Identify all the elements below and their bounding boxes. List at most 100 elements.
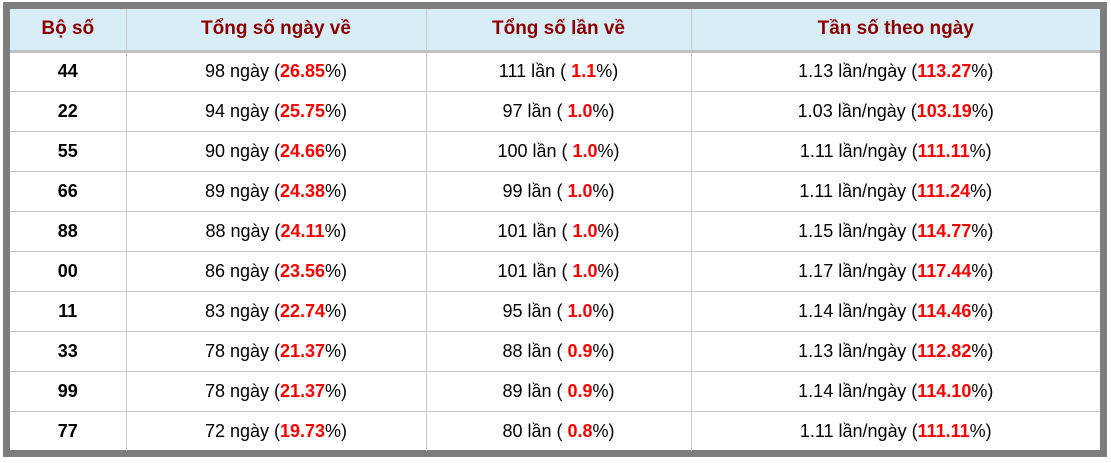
frequency-percent-value: 117.44: [917, 260, 972, 281]
pair-cell: 22: [10, 90, 127, 132]
total-times-cell: 89 lần ( 0.9%): [425, 370, 692, 412]
frequency-percent-value: 112.82: [917, 340, 972, 361]
total-times-cell: 111 lần ( 1.1%): [425, 50, 692, 92]
days-percent-value: 25.75: [280, 100, 326, 121]
frequency-percent-value: 114.77: [917, 220, 972, 241]
days-text: 98 ngày (: [204, 61, 280, 81]
frequency-percent-value: 113.27: [917, 61, 972, 81]
table-row: 55 90 ngày (24.66%) 100 lần ( 1.0%) 1.11…: [10, 130, 1100, 172]
total-times-cell: 101 lần ( 1.0%): [425, 210, 692, 252]
days-text: 78 ngày (: [204, 380, 280, 401]
frequency-suffix: %): [971, 380, 994, 401]
table-body: 44 98 ngày (26.85%) 111 lần ( 1.1%) 1.13…: [10, 50, 1100, 451]
table-row: 99 78 ngày (21.37%) 89 lần ( 0.9%) 1.14 …: [10, 370, 1100, 412]
days-suffix: %): [325, 420, 348, 441]
pair-cell: 44: [10, 50, 127, 92]
frequency-text: 1.03 lần/ngày (: [797, 100, 917, 121]
days-text: 86 ngày (: [204, 260, 280, 281]
total-times-cell: 99 lần ( 1.0%): [425, 170, 692, 212]
times-text: 95 lần (: [502, 300, 568, 321]
frequency-text: 1.13 lần/ngày (: [798, 340, 918, 361]
times-percent-value: 0.9: [567, 380, 593, 401]
pair-cell: 99: [10, 370, 127, 412]
times-text: 101 lần (: [497, 220, 573, 241]
days-percent-value: 19.73: [280, 420, 326, 441]
days-text: 88 ngày (: [205, 220, 281, 241]
days-suffix: %): [325, 340, 348, 361]
times-suffix: %): [597, 260, 620, 281]
times-suffix: %): [596, 61, 619, 81]
times-percent-value: 1.0: [567, 300, 593, 321]
frequency-percent-value: 111.24: [917, 180, 971, 201]
times-percent-value: 1.0: [567, 180, 593, 201]
lottery-pair-stats-table: Bộ số Tổng số ngày về Tổng số lần về Tần…: [10, 9, 1100, 451]
frequency-suffix: %): [969, 140, 992, 161]
frequency-text: 1.14 lần/ngày (: [798, 380, 918, 401]
times-text: 89 lần (: [502, 380, 568, 401]
total-times-cell: 101 lần ( 1.0%): [425, 250, 692, 292]
days-suffix: %): [325, 180, 348, 201]
days-text: 83 ngày (: [204, 300, 280, 321]
days-percent-value: 23.56: [280, 260, 326, 281]
total-days-cell: 78 ngày (21.37%): [125, 330, 427, 372]
total-times-cell: 95 lần ( 1.0%): [425, 290, 692, 332]
times-suffix: %): [592, 340, 615, 361]
table-row: 44 98 ngày (26.85%) 111 lần ( 1.1%) 1.13…: [10, 50, 1100, 92]
frequency-text: 1.14 lần/ngày (: [798, 300, 918, 321]
times-suffix: %): [592, 420, 615, 441]
frequency-suffix: %): [971, 260, 994, 281]
frequency-text: 1.17 lần/ngày (: [798, 260, 918, 281]
frequency-suffix: %): [971, 340, 994, 361]
frequency-cell: 1.11 lần/ngày (111.11%): [690, 410, 1100, 451]
days-text: 89 ngày (: [204, 180, 280, 201]
days-percent-value: 24.11: [280, 220, 325, 241]
days-suffix: %): [325, 61, 348, 81]
pair-cell: 77: [10, 410, 127, 451]
pair-cell: 88: [10, 210, 127, 252]
frequency-cell: 1.11 lần/ngày (111.24%): [690, 170, 1100, 212]
times-percent-value: 1.1: [571, 61, 597, 81]
days-percent-value: 21.37: [280, 340, 326, 361]
days-suffix: %): [325, 260, 348, 281]
col-header-daily-frequency: Tần số theo ngày: [690, 9, 1100, 53]
col-header-total-times: Tổng số lần về: [425, 9, 691, 53]
times-text: 80 lần (: [502, 420, 568, 441]
total-days-cell: 78 ngày (21.37%): [125, 370, 427, 412]
col-header-pair: Bộ số: [10, 9, 126, 53]
days-suffix: %): [324, 220, 347, 241]
frequency-text: 1.15 lần/ngày (: [798, 220, 918, 241]
frequency-cell: 1.15 lần/ngày (114.77%): [690, 210, 1100, 252]
frequency-cell: 1.13 lần/ngày (112.82%): [690, 330, 1100, 372]
col-header-total-days: Tổng số ngày về: [125, 9, 426, 53]
days-text: 90 ngày (: [204, 140, 280, 161]
frequency-cell: 1.11 lần/ngày (111.11%): [690, 130, 1100, 172]
header-row: Bộ số Tổng số ngày về Tổng số lần về Tần…: [10, 9, 1100, 53]
table-row: 88 88 ngày (24.11%) 101 lần ( 1.0%) 1.15…: [10, 210, 1100, 252]
total-days-cell: 86 ngày (23.56%): [125, 250, 427, 292]
times-percent-value: 1.0: [567, 100, 593, 121]
frequency-cell: 1.13 lần/ngày (113.27%): [690, 50, 1100, 92]
days-percent-value: 24.38: [280, 180, 326, 201]
table-row: 11 83 ngày (22.74%) 95 lần ( 1.0%) 1.14 …: [10, 290, 1100, 332]
times-percent-value: 1.0: [572, 260, 598, 281]
total-days-cell: 90 ngày (24.66%): [125, 130, 427, 172]
days-percent-value: 21.37: [280, 380, 326, 401]
total-days-cell: 72 ngày (19.73%): [125, 410, 427, 451]
total-times-cell: 88 lần ( 0.9%): [425, 330, 692, 372]
times-percent-value: 0.9: [567, 340, 593, 361]
times-suffix: %): [592, 100, 615, 121]
days-percent-value: 22.74: [280, 300, 326, 321]
times-text: 97 lần (: [502, 100, 568, 121]
frequency-suffix: %): [971, 61, 994, 81]
times-percent-value: 0.8: [567, 420, 593, 441]
frequency-cell: 1.14 lần/ngày (114.46%): [690, 290, 1100, 332]
pair-cell: 11: [10, 290, 127, 332]
pair-cell: 66: [10, 170, 127, 212]
total-times-cell: 97 lần ( 1.0%): [425, 90, 692, 132]
table-row: 33 78 ngày (21.37%) 88 lần ( 0.9%) 1.13 …: [10, 330, 1100, 372]
frequency-suffix: %): [971, 220, 994, 241]
frequency-percent-value: 114.46: [917, 300, 972, 321]
times-text: 99 lần (: [502, 180, 568, 201]
days-suffix: %): [325, 100, 348, 121]
frequency-percent-value: 111.11: [917, 140, 970, 161]
